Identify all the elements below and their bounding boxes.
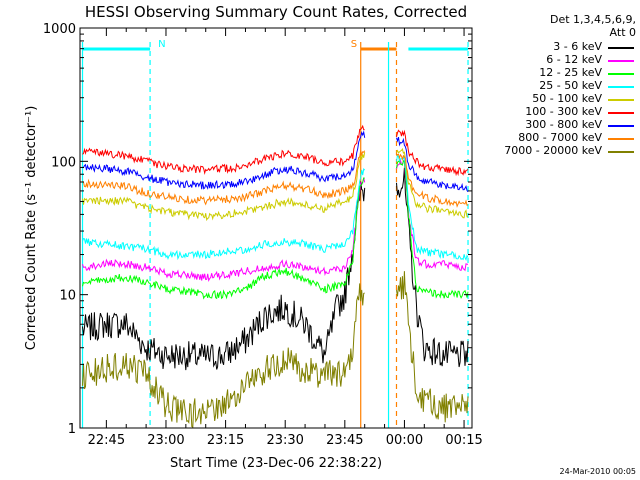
legend-swatch bbox=[608, 151, 634, 153]
legend-swatch bbox=[608, 125, 634, 127]
legend-label: 6 - 12 keV bbox=[546, 53, 602, 66]
series-line bbox=[82, 124, 469, 177]
legend-swatch bbox=[608, 99, 634, 101]
x-tick-label: 23:45 bbox=[326, 433, 363, 448]
legend-swatch bbox=[608, 138, 634, 140]
legend-label: 50 - 100 keV bbox=[532, 92, 602, 105]
y-tick-label: 10 bbox=[59, 289, 76, 304]
legend-swatch bbox=[608, 47, 634, 49]
marker-label: N bbox=[158, 39, 165, 50]
y-tick-label: 1 bbox=[68, 422, 76, 437]
series-line bbox=[82, 159, 469, 300]
x-tick-label: 23:30 bbox=[266, 433, 303, 448]
x-tick-label: 23:00 bbox=[147, 433, 184, 448]
legend-label: 100 - 300 keV bbox=[525, 105, 602, 118]
legend-label: 7000 - 20000 keV bbox=[504, 144, 602, 157]
legend-swatch bbox=[608, 73, 634, 75]
legend-label: 25 - 50 keV bbox=[539, 79, 602, 92]
x-axis: 22:45 23:00 23:15 23:30 23:45 00:00 00:15 bbox=[88, 28, 483, 448]
legend-swatch bbox=[608, 112, 634, 114]
y-axis-label: Corrected Count Rate (s⁻¹ detector⁻¹) bbox=[24, 106, 39, 351]
series-line bbox=[82, 154, 469, 261]
legend-header-line2: Att 0 bbox=[609, 26, 636, 39]
series-line bbox=[82, 158, 468, 282]
x-tick-label: 23:15 bbox=[207, 433, 244, 448]
y-tick-label: 100 bbox=[51, 155, 76, 170]
series-line bbox=[82, 147, 468, 222]
x-tick-label: 22:45 bbox=[88, 433, 125, 448]
plot-frame bbox=[79, 27, 473, 429]
legend-label: 300 - 800 keV bbox=[525, 118, 602, 131]
series-line bbox=[82, 130, 469, 193]
x-tick-label: 00:00 bbox=[386, 433, 423, 448]
footer-timestamp: 24-Mar-2010 00:05 bbox=[560, 467, 637, 476]
series-line bbox=[82, 271, 469, 428]
legend-label: 3 - 6 keV bbox=[553, 40, 602, 53]
y-tick-label: 1000 bbox=[43, 22, 76, 37]
y-axis: 1 10 100 1000 bbox=[43, 22, 472, 437]
legend-label: 800 - 7000 keV bbox=[518, 131, 602, 144]
chart-title: HESSI Observing Summary Count Rates, Cor… bbox=[85, 3, 467, 21]
legend-swatch bbox=[608, 60, 634, 62]
series-line bbox=[82, 150, 469, 208]
x-tick-label: 00:15 bbox=[445, 433, 482, 448]
legend-label: 12 - 25 keV bbox=[539, 66, 602, 79]
series-lines bbox=[82, 124, 469, 428]
legend-header-line1: Det 1,3,4,5,6,9, bbox=[549, 13, 636, 26]
marker-label: S bbox=[351, 39, 357, 50]
x-axis-label: Start Time (23-Dec-06 22:38:22) bbox=[170, 456, 382, 471]
legend-swatch bbox=[608, 86, 634, 88]
